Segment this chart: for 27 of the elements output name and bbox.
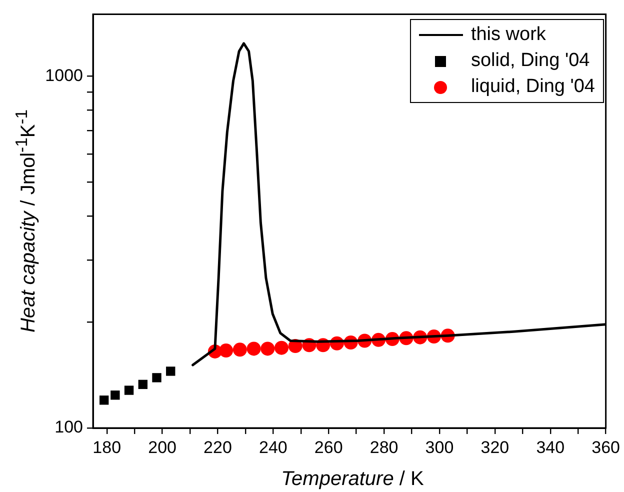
point (124, 386, 134, 395)
y-tick-label: 1000 (45, 66, 83, 85)
point (152, 373, 162, 382)
x-tick-label: 340 (536, 438, 565, 457)
y-tick-label: 100 (54, 418, 83, 437)
point (138, 380, 148, 390)
point (246, 342, 261, 356)
point (99, 396, 109, 405)
x-tick-label: 220 (204, 438, 232, 457)
legend-label: this work (470, 24, 546, 46)
x-tick-label: 240 (258, 438, 288, 457)
point (110, 390, 120, 400)
x-tick-label: 320 (480, 438, 510, 457)
point (260, 342, 275, 356)
point (219, 344, 234, 358)
point (166, 366, 176, 376)
x-tick-label: 260 (314, 438, 343, 457)
x-tick-label: 300 (425, 438, 454, 457)
x-tick-label: 180 (92, 438, 122, 457)
point (274, 340, 288, 355)
x-tick-label: 360 (592, 438, 620, 457)
legend-label: liquid, Ding '04 (470, 76, 595, 98)
point (232, 342, 247, 357)
x-tick-label: 200 (148, 438, 176, 457)
x-tick-label: 280 (370, 438, 398, 457)
legend-label: solid, Ding '04 (470, 50, 590, 72)
x-axis-title: Temperature / K (281, 468, 424, 490)
